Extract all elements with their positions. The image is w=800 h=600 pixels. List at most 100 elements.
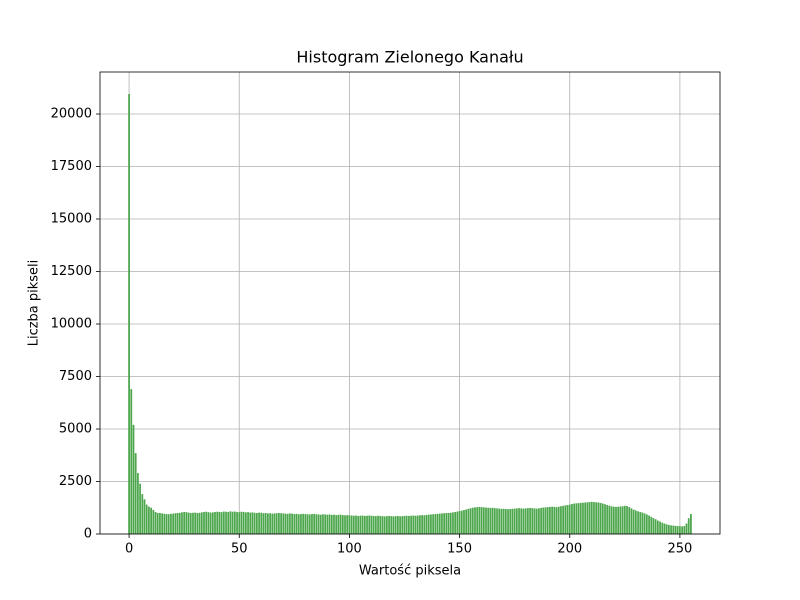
bar: [568, 504, 571, 534]
y-tick-label: 7500: [59, 369, 92, 384]
bar: [185, 512, 188, 534]
bar: [566, 505, 569, 534]
bar: [216, 511, 219, 534]
bar: [520, 508, 523, 534]
bar: [469, 508, 472, 534]
bar: [562, 505, 565, 534]
bar: [319, 514, 322, 534]
bar: [295, 513, 298, 534]
x-tick-label: 100: [337, 542, 362, 557]
bar: [489, 507, 492, 534]
bar: [302, 513, 305, 534]
bar: [145, 504, 148, 534]
bar: [244, 512, 247, 534]
bar: [679, 526, 681, 534]
bar: [284, 513, 287, 534]
bar: [337, 514, 340, 534]
bar: [465, 509, 468, 534]
bar: [181, 512, 183, 534]
bar: [630, 508, 633, 534]
bar: [617, 506, 620, 534]
bar: [632, 509, 635, 534]
bar: [176, 513, 179, 534]
bar: [496, 508, 498, 534]
bar: [615, 506, 617, 534]
bar: [222, 511, 225, 534]
bars: [128, 94, 692, 535]
bar: [161, 513, 164, 534]
bar: [150, 507, 152, 534]
bar: [685, 523, 688, 534]
bar: [377, 515, 379, 534]
bar: [189, 513, 192, 534]
bar: [434, 514, 437, 534]
plot-frame: [99, 71, 721, 535]
bar: [165, 514, 168, 534]
bar: [370, 515, 373, 534]
bar: [231, 511, 234, 534]
y-tick-label: 12500: [51, 264, 92, 279]
bar: [474, 507, 476, 534]
bar: [533, 508, 536, 534]
bar: [681, 526, 683, 534]
bar: [372, 515, 375, 534]
bar: [137, 473, 139, 534]
bar: [507, 509, 509, 534]
bar: [588, 502, 591, 534]
bar: [352, 515, 355, 534]
bar: [535, 508, 538, 534]
bar: [267, 513, 269, 534]
bar: [449, 512, 452, 534]
bar: [608, 505, 611, 534]
bar: [432, 514, 435, 534]
bar: [313, 513, 316, 534]
bar: [601, 503, 604, 534]
bar: [663, 523, 666, 534]
bar: [582, 502, 584, 534]
bar: [170, 513, 172, 534]
bar: [233, 511, 236, 534]
bar: [416, 515, 419, 534]
bar: [297, 514, 300, 534]
bar: [652, 518, 655, 534]
bar: [531, 508, 534, 534]
bar: [515, 508, 518, 534]
bar: [132, 424, 135, 534]
bar: [445, 513, 448, 534]
bar: [414, 515, 417, 534]
bar: [423, 515, 426, 534]
bar: [275, 513, 278, 534]
x-tick-label: 200: [557, 542, 582, 557]
bar: [476, 507, 479, 534]
bar: [328, 514, 331, 534]
bar: [271, 513, 274, 534]
bar: [192, 512, 194, 534]
bar: [665, 524, 668, 534]
bar: [687, 518, 690, 534]
bar: [454, 511, 457, 534]
bar: [482, 507, 485, 534]
bar: [480, 507, 483, 534]
bar: [207, 512, 210, 534]
bar: [392, 516, 395, 534]
bar: [493, 508, 496, 534]
bar: [350, 515, 353, 534]
bar: [555, 507, 558, 534]
bar: [236, 511, 238, 534]
y-tick-label: 5000: [59, 422, 92, 437]
bar: [421, 515, 423, 534]
x-tick-label: 250: [667, 542, 692, 557]
y-tick-label: 10000: [51, 317, 92, 332]
bar: [240, 511, 243, 534]
x-tick-label: 150: [447, 542, 472, 557]
y-tick-label: 20000: [51, 107, 92, 122]
bar: [546, 507, 549, 534]
bar: [573, 503, 576, 534]
bar: [564, 505, 567, 534]
bar: [333, 514, 335, 534]
bar: [326, 514, 329, 534]
bar: [557, 506, 560, 534]
bar: [612, 506, 615, 534]
bar: [524, 508, 527, 534]
bar: [304, 514, 307, 534]
